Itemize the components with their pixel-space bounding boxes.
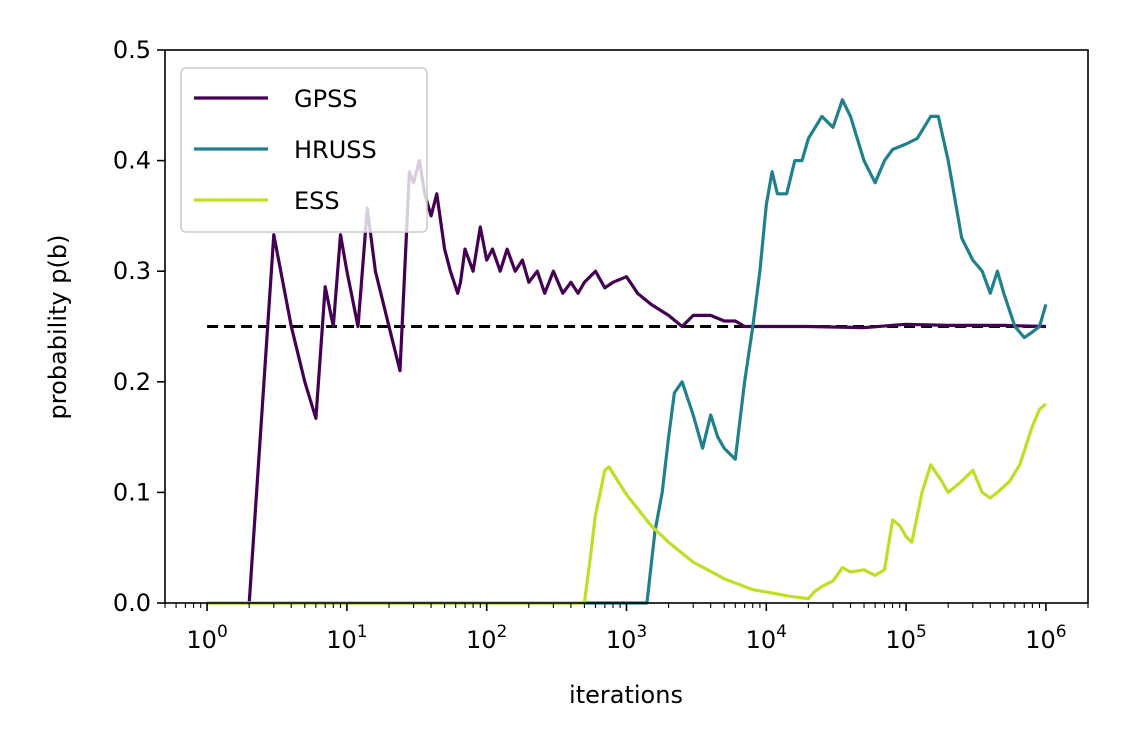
x-tick-label: 105	[885, 622, 926, 654]
x-axis: 100 101 102 103 104 105 106	[164, 603, 1089, 654]
x-tick-label: 102	[466, 622, 507, 654]
y-tick-label: 0.4	[113, 147, 151, 175]
x-tick-label: 106	[1025, 622, 1066, 654]
y-axis-label: probability p(b)	[44, 235, 72, 420]
legend-box	[180, 67, 428, 233]
x-tick-label: 101	[326, 622, 367, 654]
x-axis-label: iterations	[569, 681, 683, 709]
y-tick-label: 0.1	[113, 478, 151, 506]
x-tick-label: 100	[186, 622, 227, 654]
x-tick-label: 103	[606, 622, 647, 654]
y-axis: 0.0 0.1 0.2 0.3 0.4 0.5	[113, 36, 165, 617]
series-line-ess	[207, 402, 1047, 605]
legend-label-ess: ESS	[294, 187, 340, 215]
y-tick-label: 0.0	[113, 589, 151, 617]
legend-label-gpss: GPSS	[294, 85, 358, 113]
legend: GPSS HRUSS ESS	[180, 67, 428, 233]
y-tick-label: 0.5	[113, 36, 151, 64]
y-tick-label: 0.2	[113, 368, 151, 396]
legend-label-hruss: HRUSS	[294, 136, 377, 164]
series-line-hruss	[207, 98, 1048, 605]
x-tick-label: 104	[746, 622, 787, 654]
y-tick-label: 0.3	[113, 257, 151, 285]
